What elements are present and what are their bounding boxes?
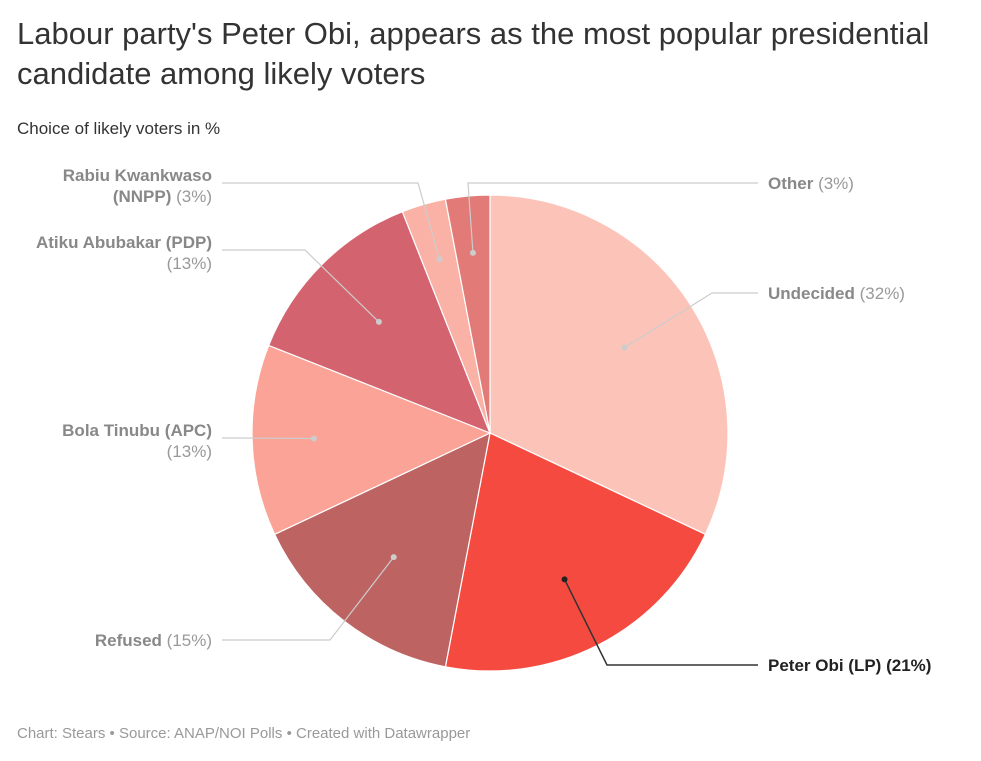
leader-dot-rabiu-kwankwaso-nnpp: [436, 256, 443, 263]
slice-label-bola-tinubu-apc: Bola Tinubu (APC): [62, 421, 212, 440]
leader-dot-atiku-abubakar-pdp: [375, 318, 382, 325]
footer-tool: Created with Datawrapper: [296, 725, 471, 742]
pie-slices: [251, 194, 729, 672]
slice-label-bola-tinubu-apc: (13%): [167, 442, 212, 461]
leader-dot-other: [469, 249, 476, 256]
leader-dot-bola-tinubu-apc: [310, 435, 317, 442]
leader-line-peter-obi-lp: [563, 578, 758, 666]
slice-label-rabiu-kwankwaso-nnpp: Rabiu Kwankwaso: [63, 166, 212, 185]
chart-footer: Chart: Stears • Source: ANAP/NOI Polls •…: [17, 725, 470, 742]
slice-label-rabiu-kwankwaso-nnpp: (NNPP) (3%): [113, 187, 212, 206]
leader-line-atiku-abubakar-pdp: [222, 249, 380, 323]
leader-line-other: [467, 182, 758, 253]
slice-label-atiku-abubakar-pdp: (13%): [167, 254, 212, 273]
leader-line-bola-tinubu-apc: [222, 437, 314, 440]
slice-label-atiku-abubakar-pdp: Atiku Abubakar (PDP): [36, 233, 212, 252]
pie-slice-bola-tinubu-apc: [251, 344, 492, 536]
slice-label-undecided: Undecided (32%): [768, 284, 905, 303]
leader-dot-undecided: [621, 344, 628, 351]
slice-label-peter-obi-lp: Peter Obi (LP) (21%): [768, 656, 931, 675]
slice-label-refused: Refused (15%): [95, 631, 212, 650]
leader-line-refused: [222, 556, 395, 641]
footer-credit: Chart: Stears: [17, 725, 106, 742]
footer-source: Source: ANAP/NOI Polls: [118, 725, 283, 742]
label-leader-lines: [222, 182, 758, 666]
leader-line-rabiu-kwankwaso-nnpp: [222, 182, 441, 260]
leader-line-undecided: [624, 292, 758, 349]
leader-dot-refused: [390, 554, 397, 561]
leader-dot-peter-obi-lp: [561, 576, 568, 583]
chart-title: Labour party's Peter Obi, appears as the…: [17, 16, 930, 91]
slice-labels: Undecided (32%) Peter Obi (LP) (21%) Refus…: [36, 166, 931, 675]
footer-separator: •: [109, 725, 115, 742]
slice-label-other: Other (3%): [768, 174, 854, 193]
pie-slice-other: [444, 194, 491, 434]
chart-subtitle: Choice of likely voters in %: [17, 119, 221, 138]
footer-separator: •: [286, 725, 292, 742]
pie-slice-peter-obi-lp: [444, 432, 707, 672]
